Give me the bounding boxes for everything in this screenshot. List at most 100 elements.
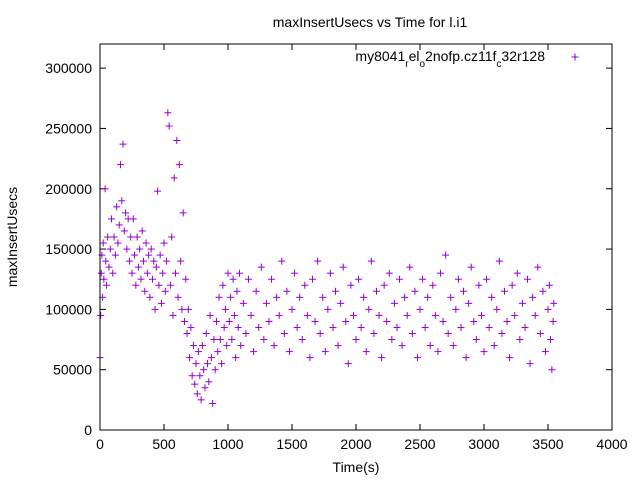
data-point <box>485 323 493 331</box>
data-point <box>303 311 311 319</box>
data-point <box>229 275 237 283</box>
data-point <box>460 287 468 295</box>
data-point <box>372 287 380 295</box>
data-point <box>470 317 478 325</box>
data-point <box>129 215 137 223</box>
data-point <box>252 287 260 295</box>
data-point <box>403 311 411 319</box>
data-point <box>136 245 144 253</box>
data-point <box>429 281 437 289</box>
data-point <box>280 330 288 337</box>
data-point <box>146 293 154 301</box>
x-tick: 3500 <box>532 44 564 452</box>
data-point <box>431 311 439 319</box>
data-point <box>362 348 370 356</box>
data-point <box>508 281 516 289</box>
data-point <box>163 257 171 265</box>
y-axis-label: maxInsertUsecs <box>4 187 20 287</box>
data-point <box>352 336 360 344</box>
data-point <box>419 275 427 283</box>
data-point <box>467 263 475 271</box>
data-point <box>156 251 164 259</box>
data-point <box>548 366 556 374</box>
data-point <box>216 336 224 344</box>
data-point <box>337 299 345 307</box>
x-tick: 1500 <box>276 44 308 452</box>
chart-title: maxInsertUsecs vs Time for l.i1 <box>273 14 468 30</box>
legend-label: my8041relo2nofp.cz11fc32r128 <box>355 48 545 70</box>
data-point <box>262 299 270 307</box>
legend: my8041relo2nofp.cz11fc32r128 <box>355 48 579 70</box>
data-point <box>518 299 526 307</box>
data-point <box>123 245 131 253</box>
data-point <box>219 281 227 289</box>
x-tick-label: 3500 <box>532 436 563 452</box>
data-point <box>283 287 291 295</box>
data-point <box>236 269 244 277</box>
data-point <box>398 342 406 350</box>
y-tick-label: 0 <box>84 422 92 438</box>
data-point <box>539 287 547 295</box>
data-point <box>210 336 218 344</box>
data-point <box>293 323 301 331</box>
data-point <box>480 348 488 356</box>
data-point <box>316 330 324 337</box>
data-point <box>344 360 352 368</box>
x-tick: 1000 <box>212 44 244 452</box>
data-point <box>442 251 450 259</box>
legend-marker <box>571 53 579 61</box>
data-point <box>143 269 151 277</box>
data-point <box>332 287 340 295</box>
data-point <box>367 257 375 265</box>
data-point <box>155 281 163 289</box>
data-point <box>308 275 316 283</box>
y-tick: 50000 <box>53 362 612 378</box>
data-point <box>321 348 329 356</box>
data-point <box>178 305 186 313</box>
x-tick: 3000 <box>468 44 500 452</box>
data-point <box>150 257 158 265</box>
data-point <box>388 336 396 344</box>
data-point <box>195 348 203 356</box>
data-point <box>357 323 365 331</box>
data-point <box>298 336 306 344</box>
data-point <box>475 281 483 289</box>
data-point <box>521 323 529 331</box>
data-point <box>421 323 429 331</box>
data-point <box>164 109 172 117</box>
x-tick-label: 500 <box>152 436 176 452</box>
data-point <box>180 317 188 325</box>
data-point <box>212 317 220 325</box>
data-point <box>218 360 226 368</box>
data-point <box>296 293 304 301</box>
y-tick: 300000 <box>45 60 612 76</box>
data-point <box>177 257 185 265</box>
axis-ticks: 0 500 1000 1500 2000 2500 3000 3500 4000 0 50000 10… <box>45 44 628 452</box>
data-point <box>503 317 511 325</box>
data-point <box>128 269 136 277</box>
data-point <box>314 257 322 265</box>
data-point <box>526 360 534 368</box>
data-point <box>154 187 162 195</box>
data-point <box>347 281 355 289</box>
data-point <box>390 299 398 307</box>
data-point <box>319 293 327 301</box>
data-point <box>291 269 299 277</box>
data-point <box>270 342 278 350</box>
data-point <box>102 281 110 289</box>
x-tick-label: 4000 <box>596 436 627 452</box>
data-point <box>142 239 150 247</box>
data-point <box>233 287 241 295</box>
y-tick: 200000 <box>45 181 612 197</box>
x-tick: 2500 <box>404 44 436 452</box>
data-point <box>454 275 462 283</box>
data-point <box>196 372 204 380</box>
data-point <box>506 354 514 362</box>
data-point <box>147 245 155 253</box>
data-point <box>228 336 236 344</box>
data-point <box>223 342 231 350</box>
data-point <box>189 342 197 350</box>
data-point <box>498 330 506 337</box>
data-point <box>449 342 457 350</box>
